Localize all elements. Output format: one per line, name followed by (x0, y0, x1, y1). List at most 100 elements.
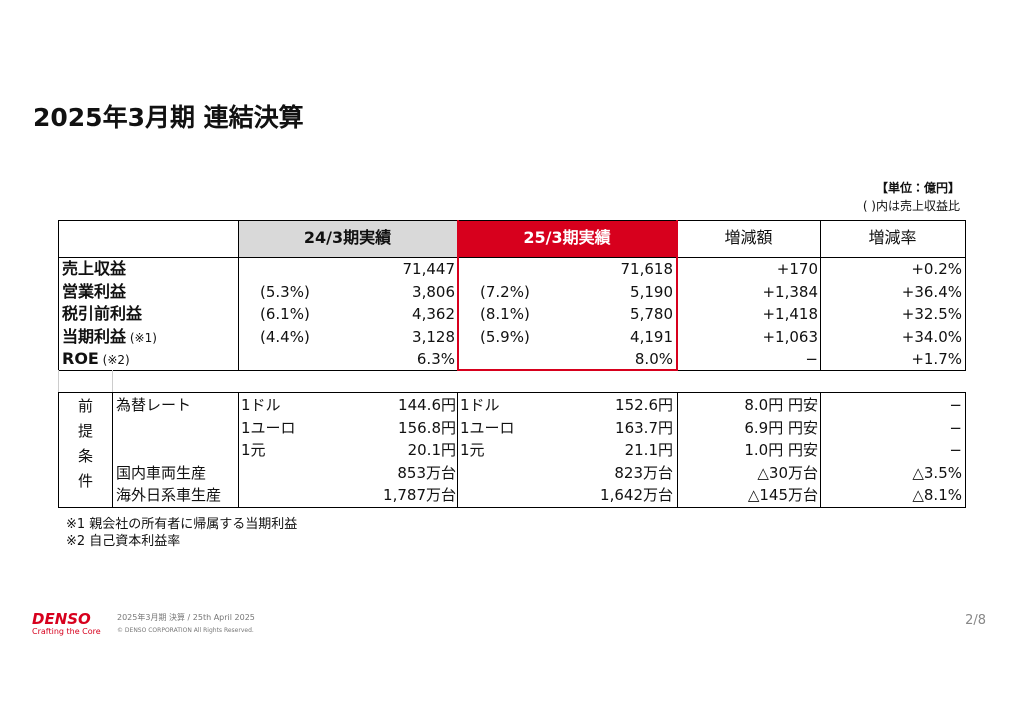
change-rate: △3.5% (912, 463, 962, 482)
rule (58, 220, 59, 370)
ratio: (5.3%) (260, 282, 310, 301)
row-note: (※2) (98, 353, 130, 368)
value: 71,447 (402, 260, 456, 278)
value: 8.0% (634, 350, 673, 369)
row-label: 海外日系車生産 (116, 486, 222, 505)
rule (820, 220, 821, 370)
value: 152.6円 (615, 396, 673, 414)
unit: 【単位：億円】 (875, 181, 960, 195)
value: 156.8円 (398, 418, 456, 437)
value: 6.3% (416, 350, 455, 369)
change-rate: +1.7% (911, 350, 962, 369)
page-number: 2/8 (965, 613, 986, 628)
row-label: 為替レート (116, 396, 192, 414)
value: 823万台 (614, 463, 673, 482)
rule (457, 369, 678, 370)
change: △30万台 (757, 463, 818, 482)
value: 20.1円 (407, 441, 456, 460)
rule (457, 220, 459, 371)
change: − (805, 350, 818, 369)
row-note: (※1) (126, 330, 157, 345)
row-label: 国内車両生産 (116, 463, 207, 482)
title: 2025年3月期 連結決算 (33, 103, 304, 132)
unit: 1ユーロ (460, 418, 515, 437)
value: 1,642万台 (600, 486, 673, 505)
rule (58, 370, 59, 392)
change-rate: △8.1% (912, 486, 962, 505)
unit: 1ドル (460, 396, 500, 414)
rule (58, 392, 59, 507)
row-label: 営業利益 (62, 281, 127, 301)
brand-logo: DENSO (32, 610, 91, 628)
footer-info: 2025年3月期 決算 / 25th April 2025 (117, 613, 255, 622)
rule (820, 392, 821, 507)
change-rate: +34.0% (901, 327, 962, 346)
footnote: ※2 自己資本利益率 (66, 534, 181, 549)
change-rate: +36.4% (901, 282, 962, 301)
value: 5,780 (630, 305, 673, 324)
column-header: 24/3期実績 (303, 228, 392, 247)
change-rate: +32.5% (901, 305, 962, 324)
change: +1,418 (762, 305, 818, 324)
unit-note: ( )内は売上収益比 (862, 199, 960, 213)
change: △145万台 (747, 486, 818, 505)
change-rate: +0.2% (911, 260, 962, 278)
footnote: ※1 親会社の所有者に帰属する当期利益 (66, 517, 298, 532)
value: 71,618 (620, 260, 674, 278)
rule (58, 507, 965, 508)
copyright: © DENSO CORPORATION All Rights Reserved. (117, 627, 254, 634)
row-label: 税引前利益 (62, 304, 143, 324)
change-rate: − (949, 418, 962, 437)
row-label: 売上収益 (62, 259, 127, 278)
rule (457, 392, 458, 507)
unit: 1ユーロ (241, 418, 296, 437)
value: 853万台 (397, 463, 456, 482)
rule (238, 220, 239, 370)
value: 144.6円 (398, 396, 456, 414)
rule (965, 220, 966, 371)
change: +1,063 (762, 327, 818, 346)
ratio: (7.2%) (480, 282, 530, 301)
rule (58, 392, 965, 393)
rule (112, 392, 113, 507)
column-header: 増減率 (868, 228, 917, 247)
ratio: (8.1%) (480, 305, 530, 324)
rule (457, 370, 678, 371)
change: +1,384 (762, 282, 818, 301)
unit: 1ドル (241, 396, 281, 414)
unit: 1元 (460, 441, 485, 460)
group-label: 前提条件 (76, 398, 94, 498)
row-label: 当期利益 (※1) (62, 326, 157, 346)
rule (677, 392, 678, 507)
unit: 1元 (241, 441, 266, 460)
row-label: ROE (※2) (62, 349, 130, 369)
change-rate: − (949, 396, 962, 414)
ratio: (5.9%) (480, 327, 530, 346)
value: 1,787万台 (383, 486, 456, 505)
rule (58, 257, 965, 258)
header-cell (457, 220, 677, 257)
change: 1.0円 円安 (744, 441, 818, 460)
rule (58, 220, 965, 221)
change: 8.0円 円安 (744, 396, 818, 414)
change: +170 (776, 260, 818, 278)
change: 6.9円 円安 (744, 418, 818, 437)
header-cell (238, 220, 457, 257)
rule (965, 392, 966, 508)
value: 4,362 (412, 305, 455, 324)
rule (112, 370, 113, 392)
value: 5,190 (630, 282, 673, 301)
value: 3,806 (412, 282, 455, 301)
column-header: 増減額 (724, 228, 773, 247)
rule (676, 220, 678, 371)
column-header: 25/3期実績 (523, 228, 611, 247)
value: 163.7円 (615, 418, 673, 437)
rule (238, 392, 239, 507)
change-rate: − (949, 441, 962, 460)
brand-tagline: Crafting the Core (32, 627, 101, 636)
value: 4,191 (630, 327, 673, 346)
value: 3,128 (412, 327, 455, 346)
value: 21.1円 (624, 441, 673, 460)
ratio: (6.1%) (260, 305, 310, 324)
